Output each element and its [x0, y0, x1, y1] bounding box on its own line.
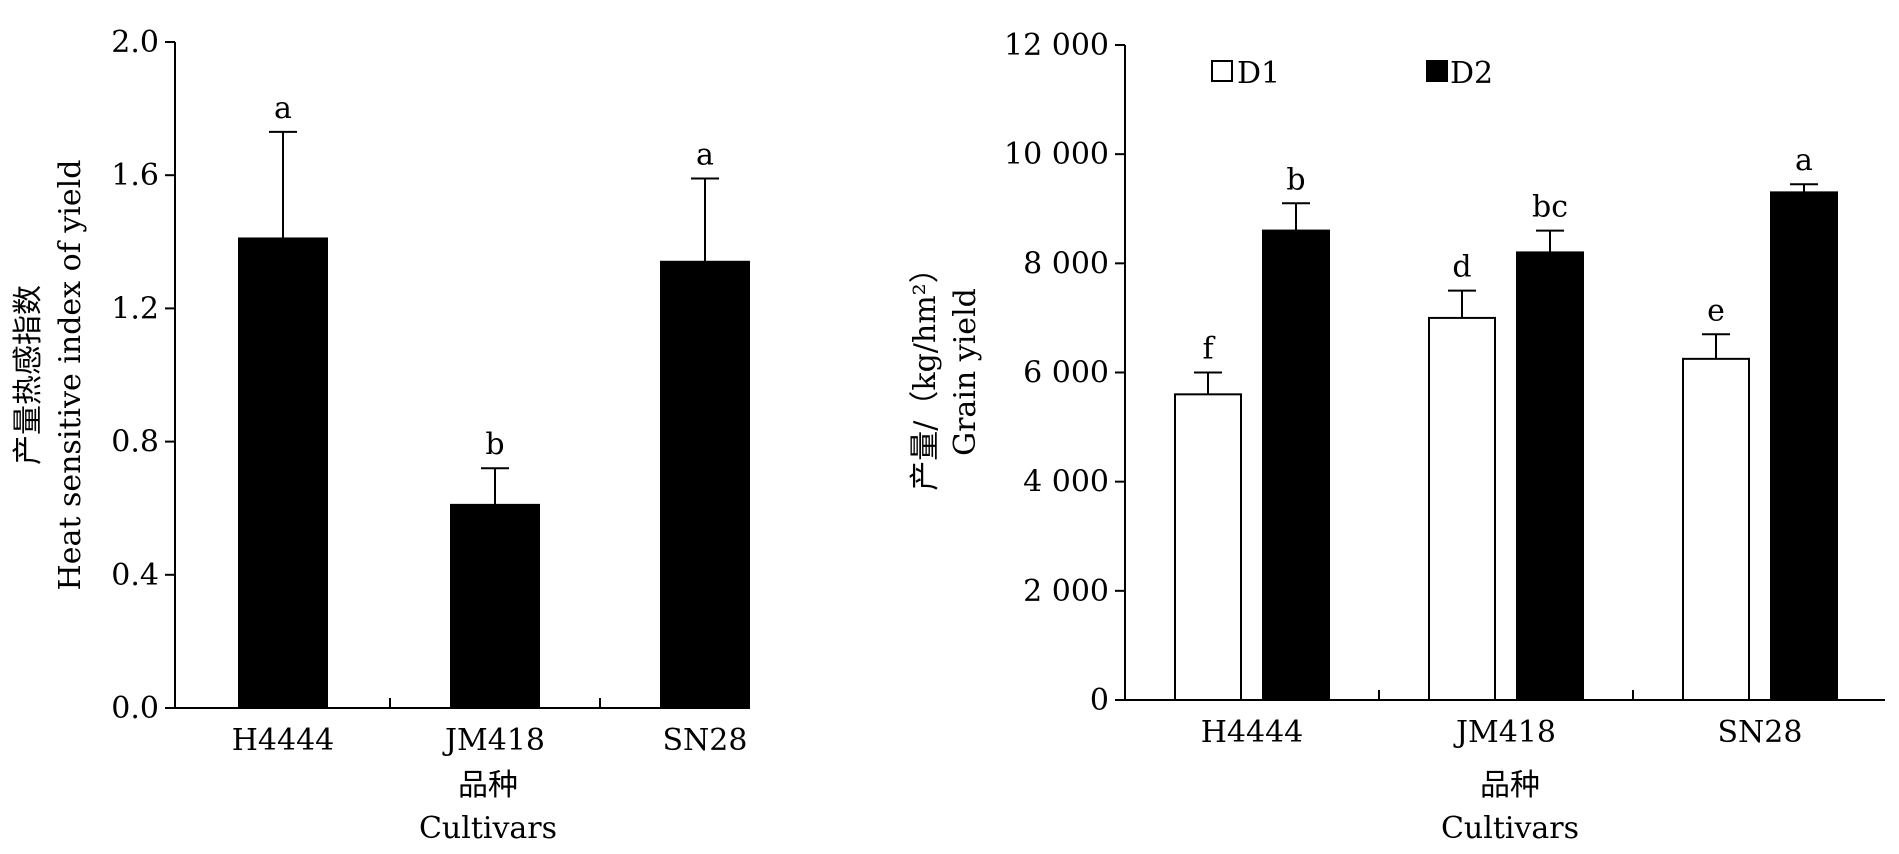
right-x-axis-title-en: Cultivars: [1441, 811, 1579, 846]
left-y-tick-label: 2.0: [111, 25, 159, 60]
right-y-tick-label: 10 000: [1004, 137, 1109, 172]
right-y-tick-label: 6 000: [1023, 356, 1109, 391]
legend-swatch-d1: [1211, 60, 1233, 82]
right-bar: [1262, 229, 1330, 701]
legend: D1 D2: [1211, 56, 1493, 91]
left-x-tick-label: JM418: [442, 723, 545, 758]
left-y-tick-label: 0.4: [111, 558, 159, 593]
left-y-tick-label: 1.6: [111, 158, 159, 193]
left-bar: [238, 237, 328, 709]
right-significance-label: a: [1795, 143, 1813, 178]
left-x-ticks: H4444 JM418 SN28: [232, 698, 748, 758]
legend-swatch-d2: [1426, 60, 1448, 82]
right-significance-label: d: [1452, 250, 1471, 285]
right-bar: [1770, 191, 1838, 701]
left-x-tick-label: H4444: [232, 723, 335, 758]
right-bar: [1174, 393, 1242, 701]
right-y-tick-label: 2 000: [1023, 574, 1109, 609]
left-y-tick-label: 0.0: [111, 691, 159, 726]
left-y-axis-title-cn: 产量热感指数: [11, 285, 46, 465]
right-bar: [1682, 357, 1750, 701]
right-y-tick-label: 4 000: [1023, 465, 1109, 500]
left-bar: [450, 503, 540, 709]
right-y-tick-label: 0: [1090, 683, 1109, 718]
right-y-axis-title-en: Grain yield: [948, 288, 983, 456]
right-x-ticks: H4444 JM418 SN28: [1201, 690, 1803, 750]
right-x-tick-label: JM418: [1453, 715, 1556, 750]
right-significance-label: e: [1707, 293, 1725, 328]
left-y-axis-title-en: Heat sensitive index of yield: [53, 160, 88, 591]
right-x-tick-label: SN28: [1718, 715, 1803, 750]
left-bars: a b a: [238, 91, 750, 709]
left-x-axis-title-cn: 品种: [458, 768, 518, 803]
right-significance-label: f: [1202, 332, 1215, 367]
legend-label-d1: D1: [1237, 56, 1280, 91]
right-y-tick-label: 8 000: [1023, 246, 1109, 281]
right-y-axis-title-cn: 产量/（kg/hm²）: [908, 253, 943, 490]
left-chart-heat-index: 0.0 0.4 0.8 1.2 1.6 2.0 H4444 JM418 SN28 a b a 产量…: [11, 25, 750, 846]
right-significance-label: b: [1286, 162, 1305, 197]
left-significance-label: a: [274, 91, 292, 126]
right-bar: [1516, 251, 1584, 702]
legend-label-d2: D2: [1450, 56, 1493, 91]
right-x-axis-title-cn: 品种: [1480, 768, 1540, 803]
right-chart-grain-yield: 0 2 000 4 000 6 000 8 000 10 000 12 000 H4444 J…: [908, 28, 1885, 846]
left-significance-label: b: [485, 427, 504, 462]
left-y-tick-label: 0.8: [111, 425, 159, 460]
right-y-ticks: 0 2 000 4 000 6 000 8 000 10 000 12 000: [1004, 28, 1125, 718]
right-x-tick-label: H4444: [1201, 715, 1304, 750]
left-bar: [660, 260, 750, 709]
right-bars: f d e b bc a: [1174, 143, 1838, 702]
left-x-axis-title-en: Cultivars: [419, 811, 557, 846]
left-x-tick-label: SN28: [663, 723, 748, 758]
right-bar: [1428, 316, 1496, 701]
left-y-tick-label: 1.2: [111, 291, 159, 326]
right-y-tick-label: 12 000: [1004, 28, 1109, 63]
right-significance-label: bc: [1532, 190, 1568, 225]
left-significance-label: a: [696, 138, 714, 173]
left-y-ticks: 0.0 0.4 0.8 1.2 1.6 2.0: [111, 25, 175, 726]
